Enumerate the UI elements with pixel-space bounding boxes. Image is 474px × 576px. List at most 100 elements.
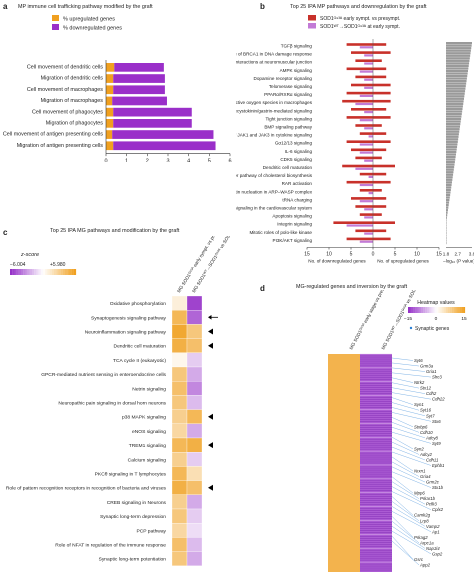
gene-label-d-6: Cdh2 bbox=[426, 391, 437, 396]
bar-a-0-6 bbox=[106, 130, 113, 139]
pvalue-bar-b-9 bbox=[446, 64, 469, 68]
heatmap-cell-c-2-1 bbox=[186, 324, 203, 339]
gene-label-d-14: Adcy8 bbox=[425, 435, 439, 440]
bar-b-graft-2 bbox=[364, 62, 373, 65]
bar-b-up-2 bbox=[373, 59, 382, 62]
heatmap-cell-c-7-1 bbox=[186, 395, 203, 410]
colorbar-cell-d-25 bbox=[455, 307, 458, 313]
pvalue-bar-b-71 bbox=[446, 221, 447, 224]
row-label-c-2: Neuroinflammation signaling pathway bbox=[85, 330, 167, 336]
colorbar-cell-c-15 bbox=[43, 269, 46, 275]
row-label-c-15: Synaptic long-term depression bbox=[100, 514, 166, 520]
chart-c: z-score−6.004 +5.980 MG SOD1ᴳ⁹³ᴬ early sym… bbox=[6, 236, 236, 566]
pvalue-bar-b-16 bbox=[446, 82, 467, 85]
bar-b-down-18 bbox=[359, 189, 373, 192]
colorbar-cell-d-2 bbox=[411, 307, 414, 313]
pvalue-bar-b-11 bbox=[446, 69, 468, 73]
row-label-c-3: Dendritic cell maturation bbox=[114, 344, 167, 350]
panel-label-c: c bbox=[3, 228, 8, 237]
pvalue-bar-b-13 bbox=[446, 74, 468, 78]
synaptic-legend-dot-d bbox=[409, 326, 413, 330]
gene-connector-d-35 bbox=[391, 531, 432, 555]
bar-b-graft-19 bbox=[359, 200, 373, 203]
pvalue-bar-b-32 bbox=[446, 123, 461, 126]
gene-connector-d-20 bbox=[391, 456, 414, 472]
x-tick-label-b-left-3: 0 bbox=[372, 252, 375, 258]
gene-label-d-1: Grm3a bbox=[420, 364, 434, 369]
colorbar-tick-d-0: −15 bbox=[404, 316, 412, 322]
pvalue-bar-b-49 bbox=[446, 166, 455, 169]
heatmap-cell-c-5-0 bbox=[171, 366, 188, 382]
pvalue-bar-b-50 bbox=[446, 168, 454, 171]
colorbar-cell-d-5 bbox=[417, 307, 420, 313]
bar-b-up-18 bbox=[373, 189, 382, 192]
colorbar-cell-c-1 bbox=[12, 269, 15, 275]
row-label-c-17: Role of NFAT in regulation of the immune… bbox=[55, 543, 166, 549]
category-label-b-8: Cholecystokinin/gastrin-mediated signali… bbox=[236, 108, 312, 113]
chart-d: MG SOD1ᴳ⁹³ᴬ early stage vs presympt.MG S… bbox=[328, 290, 467, 572]
x-tick-label-b-left-1: 10 bbox=[326, 252, 332, 258]
bar-b-up-16 bbox=[373, 172, 387, 176]
category-label-a-6: Cell movement of antigen presenting cell… bbox=[3, 132, 103, 138]
heatmap-cell-c-12-1 bbox=[186, 466, 203, 481]
colorbar-cell-d-14 bbox=[434, 307, 437, 313]
heatmap-cell-c-8-0 bbox=[171, 409, 188, 424]
category-label-a-2: Cell movement of macrophages bbox=[27, 87, 103, 93]
pvalue-bar-b-62 bbox=[446, 198, 450, 202]
gene-connector-d-13 bbox=[391, 422, 420, 433]
pvalue-bar-b-22 bbox=[446, 97, 464, 100]
gene-connector-d-15 bbox=[391, 432, 432, 444]
colorbar-cell-c-7 bbox=[25, 269, 28, 275]
bar-b-graft-24 bbox=[359, 240, 373, 243]
pvalue-bar-b-67 bbox=[446, 211, 448, 214]
gene-label-d-8: Syn1 bbox=[414, 402, 424, 407]
pvalue-bar-b-23 bbox=[446, 100, 464, 103]
colorbar-cell-d-26 bbox=[457, 307, 460, 313]
pvalue-bar-b-61 bbox=[446, 196, 450, 199]
colorbar-cell-c-20 bbox=[54, 269, 57, 275]
bar-b-up-5 bbox=[373, 83, 391, 87]
bar-b-down-9 bbox=[346, 116, 373, 119]
row-label-c-7: Neuropathic pain signaling in dorsal hor… bbox=[58, 401, 166, 407]
colorbar-cell-d-3 bbox=[413, 307, 416, 313]
bar-b-down-2 bbox=[355, 59, 373, 62]
bar-b-graft-0 bbox=[359, 46, 373, 49]
colorbar-cell-c-4 bbox=[18, 269, 22, 275]
pvalue-bar-b-18 bbox=[446, 87, 466, 90]
pvalue-bar-b-44 bbox=[446, 153, 456, 156]
triangle-marker-c-13 bbox=[208, 484, 213, 491]
colorbar-cell-c-25 bbox=[65, 269, 68, 275]
heatmap-cell-c-4-1 bbox=[186, 352, 203, 368]
pvalue-bar-b-4 bbox=[446, 52, 471, 55]
bar-b-down-4 bbox=[355, 75, 373, 79]
gene-connector-d-2 bbox=[391, 367, 426, 372]
gene-connector-d-30 bbox=[391, 506, 426, 527]
bar-a-0-4 bbox=[106, 107, 114, 117]
colorbar-cell-c-27 bbox=[69, 269, 72, 275]
bar-b-up-6 bbox=[373, 91, 391, 95]
bar-a-1-5 bbox=[113, 119, 192, 128]
bar-b-up-20 bbox=[373, 205, 387, 208]
pvalue-axis-label-b: –log₁₀ (P value) bbox=[443, 259, 474, 264]
heatmap-cell-c-11-0 bbox=[171, 452, 188, 467]
gene-connector-d-12 bbox=[391, 417, 414, 427]
bar-b-up-24 bbox=[373, 237, 391, 241]
colorbar-cell-d-19 bbox=[444, 307, 447, 313]
heatmap-cell-c-6-0 bbox=[171, 381, 188, 396]
pvalue-bar-b-26 bbox=[446, 107, 463, 111]
colorbar-cell-c-3 bbox=[16, 269, 19, 275]
pvalue-bar-b-41 bbox=[446, 145, 458, 149]
colorbar-cell-d-22 bbox=[449, 307, 452, 313]
pvalue-bar-b-42 bbox=[446, 148, 457, 151]
gene-connector-d-9 bbox=[391, 402, 420, 411]
bar-b-up-17 bbox=[373, 180, 391, 184]
bar-b-up-21 bbox=[373, 213, 382, 216]
colorbar-cell-c-18 bbox=[49, 269, 52, 275]
heatmap-cell-c-14-1 bbox=[186, 494, 203, 510]
pvalue-bar-b-12 bbox=[446, 72, 468, 75]
category-label-b-12: Gα12/13 signaling bbox=[275, 141, 313, 146]
row-label-c-1: Synaptogenesis signaling pathway bbox=[91, 315, 167, 321]
pvalue-bar-b-46 bbox=[446, 158, 456, 161]
gene-label-d-16: Syn2 bbox=[414, 446, 424, 451]
pvalue-bar-b-54 bbox=[446, 178, 453, 181]
